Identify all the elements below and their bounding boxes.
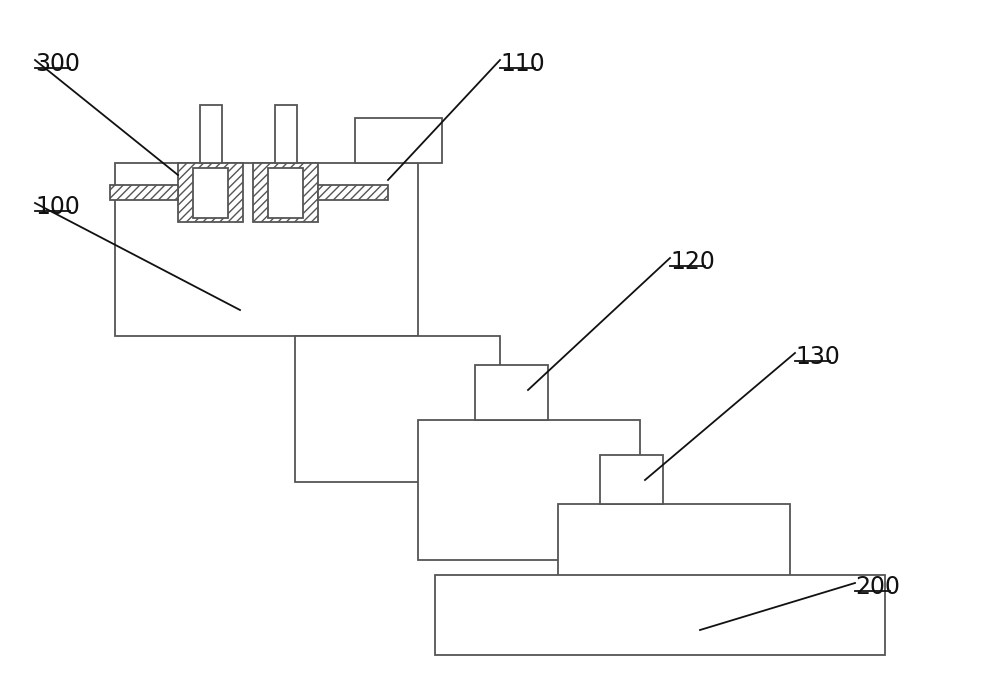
Text: 200: 200 [855,575,900,599]
Bar [275,105,297,163]
Bar [318,185,388,200]
Bar [115,163,418,336]
Bar [200,105,222,163]
Text: 130: 130 [795,345,840,369]
Text: 120: 120 [670,250,715,274]
Bar [253,163,318,222]
Bar [558,504,790,615]
Text: 110: 110 [500,52,545,76]
Bar [178,163,243,222]
Text: 300: 300 [35,52,80,76]
Text: 100: 100 [35,195,80,219]
Bar [435,575,885,655]
Bar [295,336,500,482]
Bar [110,185,178,200]
Bar [268,168,303,218]
Bar [475,365,548,420]
Bar [193,168,228,218]
Bar [600,455,663,504]
Bar [355,118,442,163]
Bar [418,420,640,560]
